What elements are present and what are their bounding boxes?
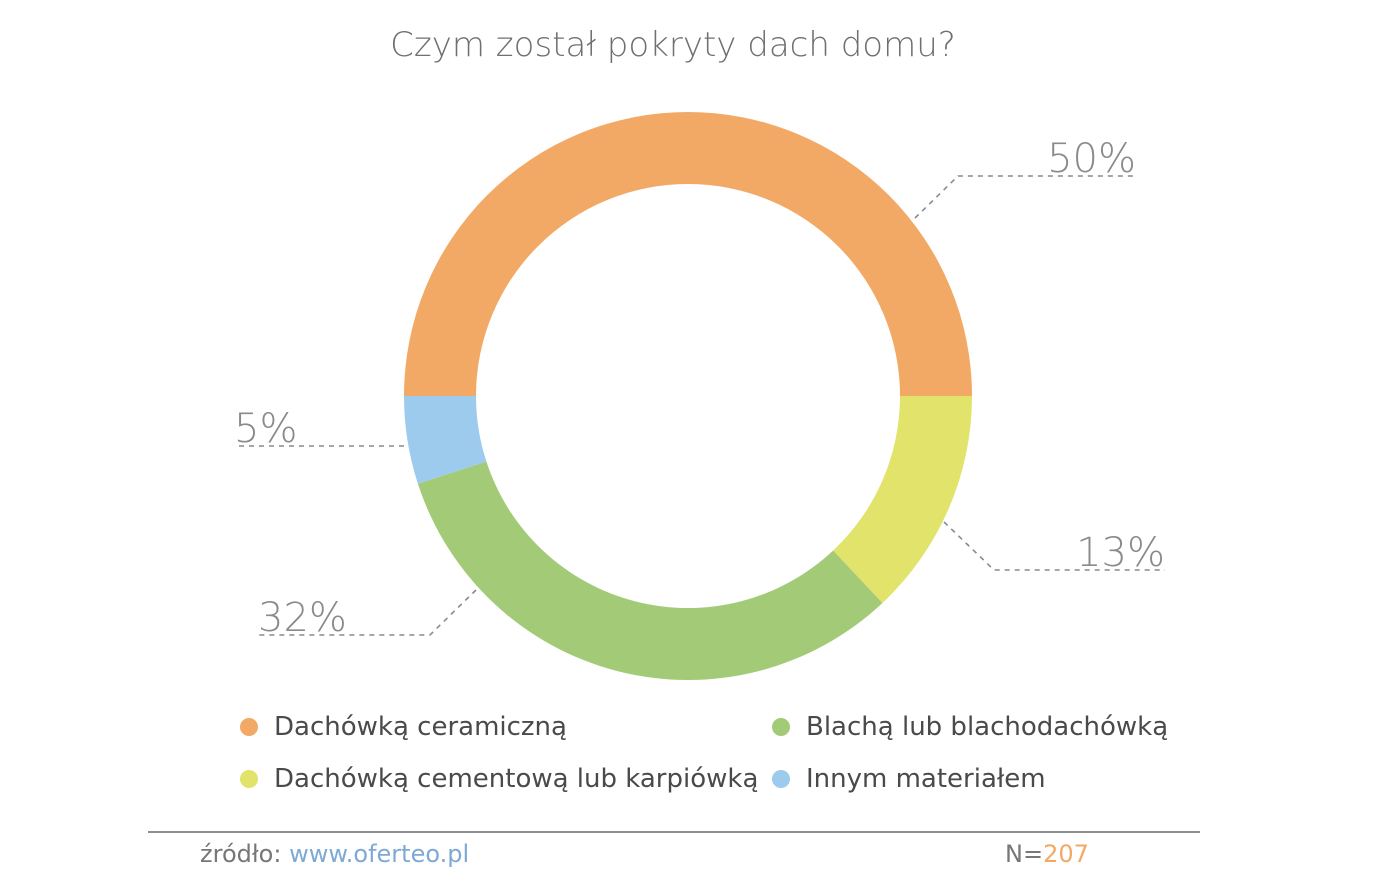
legend-dot-icon — [240, 770, 258, 788]
donut-slice — [417, 461, 883, 680]
legend-item-ceramic: Dachówką ceramiczną — [240, 712, 772, 742]
legend-item-other: Innym materiałem — [772, 764, 1202, 794]
legend-item-metal: Blachą lub blachodachówką — [772, 712, 1202, 742]
legend-label: Dachówką cementową lub karpiówką — [274, 764, 759, 794]
chart-title: Czym został pokryty dach domu? — [390, 25, 956, 65]
donut-slice — [404, 112, 972, 396]
leader-line — [258, 589, 477, 636]
legend-label: Blachą lub blachodachówką — [806, 712, 1169, 742]
legend-item-cement: Dachówką cementową lub karpiówką — [240, 764, 772, 794]
donut-slice — [404, 396, 487, 484]
leader-line — [914, 175, 1136, 219]
sample-size: N=207 — [1005, 840, 1089, 868]
legend-dot-icon — [772, 770, 790, 788]
percentage-label: 5% — [234, 406, 297, 452]
percentage-label: 50% — [1047, 136, 1136, 182]
footer-divider — [148, 831, 1200, 833]
sample-size-label: N= — [1005, 840, 1044, 868]
source-note: źródło: www.oferteo.pl — [200, 840, 469, 868]
source-label: źródło: — [200, 840, 282, 868]
source-link[interactable]: www.oferteo.pl — [289, 840, 470, 868]
legend-dot-icon — [772, 718, 790, 736]
percentage-label: 32% — [258, 595, 347, 641]
sample-size-value: 207 — [1043, 840, 1089, 868]
donut-slice — [833, 396, 972, 604]
legend: Dachówką ceramiczną Blachą lub blachodac… — [240, 712, 1200, 794]
leader-line — [943, 521, 1165, 571]
legend-label: Innym materiałem — [806, 764, 1046, 794]
percentage-label: 13% — [1076, 530, 1165, 576]
legend-dot-icon — [240, 718, 258, 736]
legend-label: Dachówką ceramiczną — [274, 712, 567, 742]
